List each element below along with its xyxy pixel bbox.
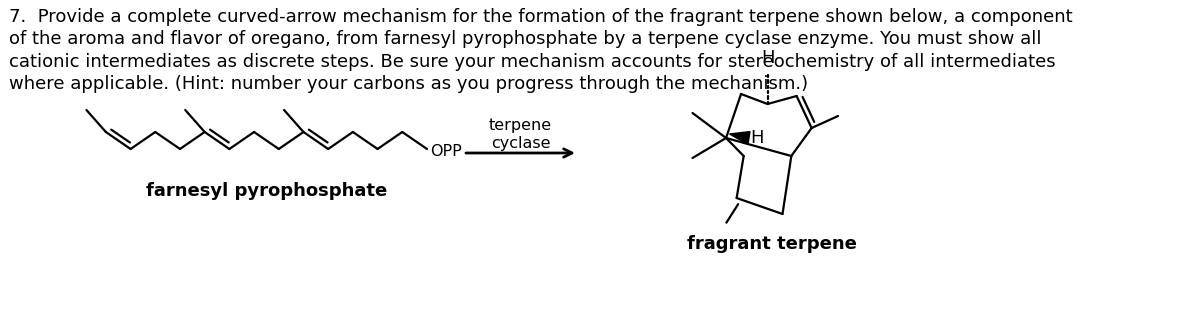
Text: H: H (761, 49, 774, 67)
Text: OPP: OPP (431, 143, 462, 159)
Polygon shape (730, 132, 750, 144)
Text: fragrant terpene: fragrant terpene (686, 235, 857, 253)
Text: 7.  Provide a complete curved-arrow mechanism for the formation of the fragrant : 7. Provide a complete curved-arrow mecha… (8, 8, 1073, 93)
Text: terpene: terpene (488, 118, 552, 133)
Text: farnesyl pyrophosphate: farnesyl pyrophosphate (145, 182, 388, 200)
Text: H: H (751, 129, 764, 147)
Text: cyclase: cyclase (491, 136, 551, 151)
